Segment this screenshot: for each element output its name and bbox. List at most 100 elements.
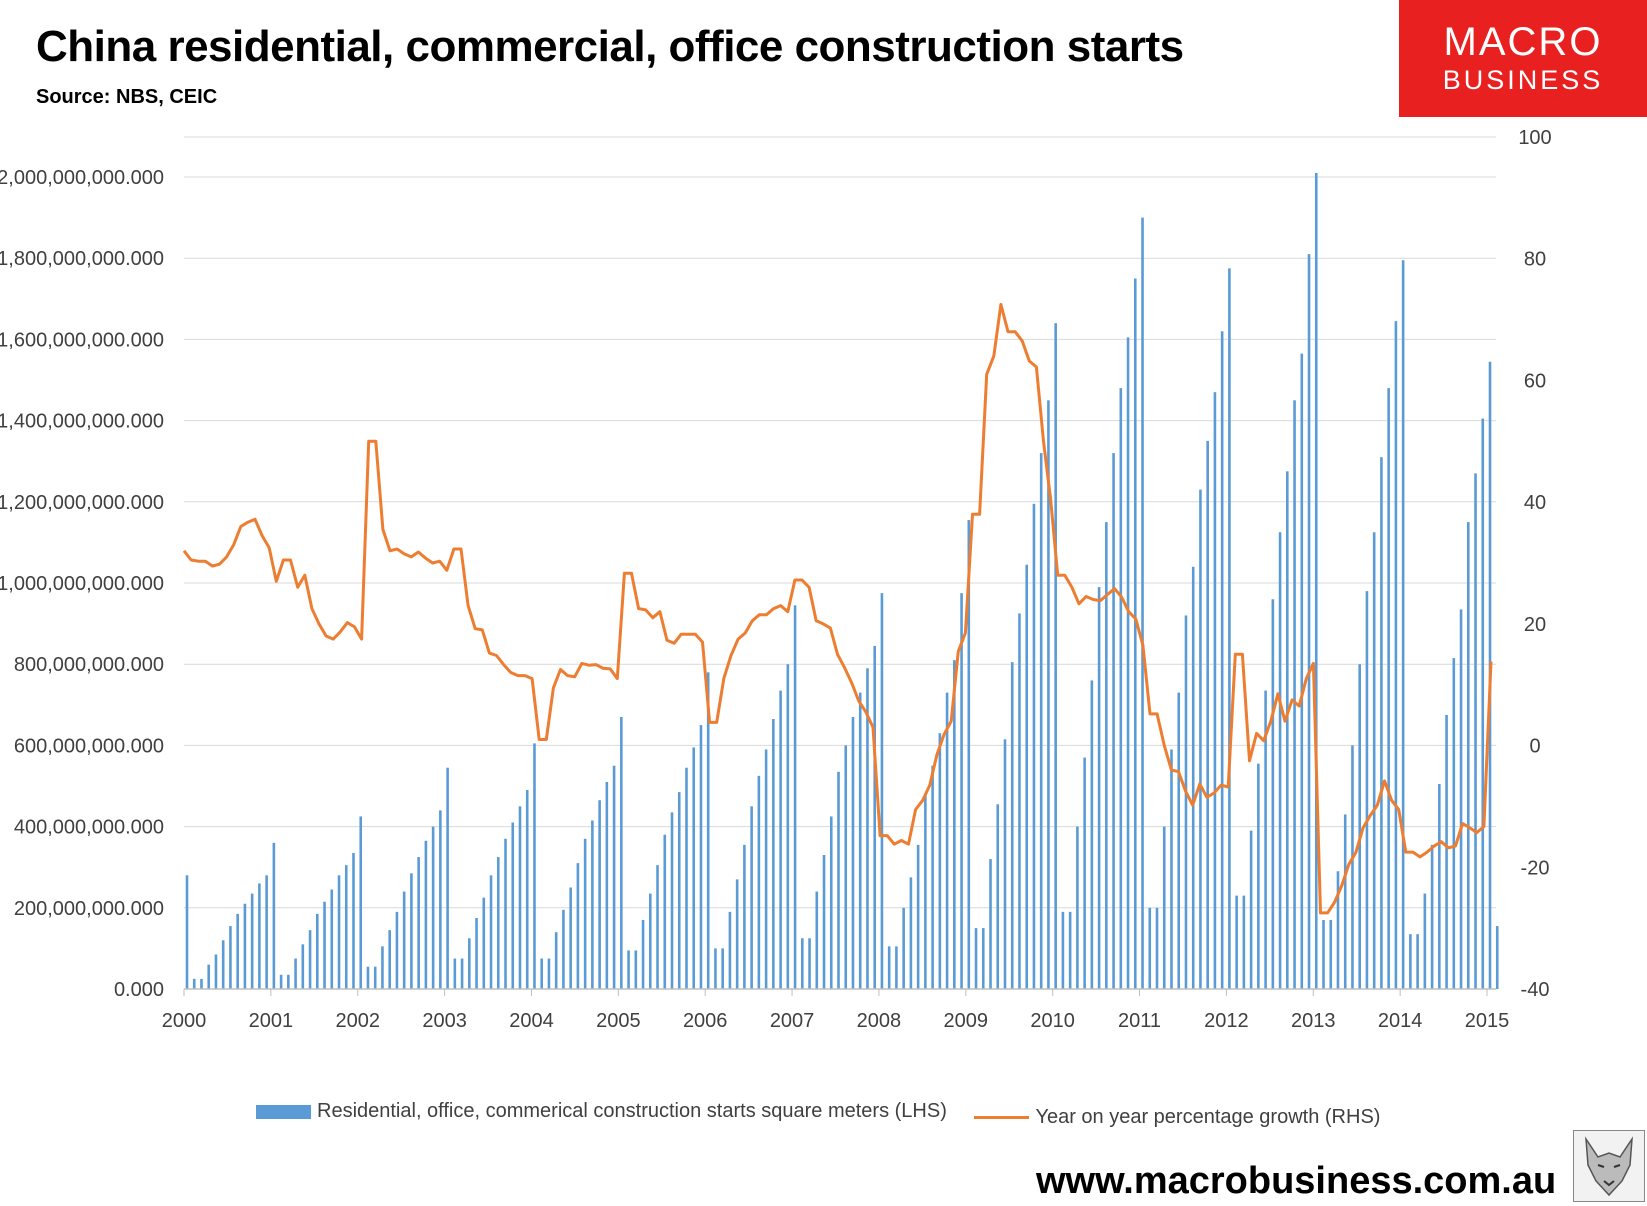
construction-bar [866,668,869,989]
chart-title: China residential, commercial, office co… [36,22,1184,71]
construction-bar [1286,471,1289,990]
line-series [182,302,1493,915]
construction-bar [880,593,884,989]
construction-bar [200,978,203,989]
legend-swatch-line [974,1115,1030,1119]
construction-bar [236,913,239,989]
construction-bar [1126,337,1130,989]
macrobusiness-logo: MACRO BUSINESS [1399,0,1647,117]
construction-bar [1257,763,1260,989]
construction-bar [902,907,905,989]
construction-bar [504,838,507,989]
construction-bar [1191,566,1195,989]
construction-bar [598,800,601,989]
construction-bar [243,903,247,989]
construction-bar [656,865,659,989]
construction-bar [373,966,377,989]
construction-bar [1228,268,1231,990]
construction-bar [981,928,985,989]
construction-bar [895,946,898,989]
chart-plot: 2000 2001 2002 2003 2004 2005 2006 2007 2008 2009… [0,127,1552,1032]
construction-bar [728,911,732,989]
construction-bar [192,978,196,989]
left-axis-tick-label: 200,000,000.000 [14,898,164,920]
construction-bar [308,930,312,989]
construction-bar [1416,934,1419,989]
gridlines [184,136,1496,909]
construction-bar [1351,745,1354,989]
construction-bar [706,672,710,989]
construction-bar [250,893,254,989]
construction-bar [475,917,478,989]
construction-bar [873,645,876,989]
construction-bar [648,893,652,989]
construction-bar [229,926,232,989]
construction-bar [1329,919,1333,989]
x-axis: 2000 2001 2002 2003 2004 2005 2006 2007 2008 2009… [162,988,1509,1032]
construction-bar [1119,388,1123,989]
construction-bar [1199,489,1202,989]
legend-item-bars: Residential, office, commerical construc… [256,1100,947,1123]
left-axis-tick-label: 800,000,000.000 [14,654,164,676]
x-axis-tick-label: 2012 [1204,1010,1249,1032]
construction-bar [996,804,1000,989]
left-axis-tick-label: 2,000,000,000.000 [0,167,164,189]
construction-bar [1278,532,1282,989]
construction-bar [1264,690,1267,989]
construction-bar [424,840,428,989]
construction-bar [388,930,391,989]
construction-bar [721,948,724,989]
construction-bar [207,964,211,989]
construction-bar [185,875,189,989]
construction-bar [395,911,399,989]
construction-bar [453,958,457,989]
construction-bar [772,719,775,989]
construction-bar [801,938,804,989]
construction-bar [1213,392,1217,989]
construction-bar [1177,692,1181,989]
x-axis-tick-label: 2014 [1378,1010,1423,1032]
construction-bar [1220,331,1224,989]
construction-bar [945,692,949,989]
construction-bar [931,765,934,989]
construction-bar [1495,926,1499,989]
x-axis-tick-label: 2002 [335,1010,380,1032]
construction-bar [344,865,348,989]
construction-bar [576,863,580,989]
right-axis-tick-label: 40 [1524,492,1546,514]
construction-bar [793,605,797,989]
right-axis-tick-label: -20 [1521,857,1550,879]
construction-bar [685,767,688,989]
construction-bar [1452,658,1456,989]
x-axis-tick-label: 2011 [1118,1010,1161,1032]
construction-bar [518,806,522,989]
construction-bar [214,954,218,989]
construction-bar [258,883,261,989]
construction-bar [1307,254,1311,989]
construction-bar [641,919,645,989]
chart-source: Source: NBS, CEIC [36,86,218,108]
construction-bar [583,838,587,989]
x-axis-tick-label: 2013 [1291,1010,1336,1032]
construction-bar [1481,418,1485,989]
x-axis-tick-label: 2006 [683,1010,728,1032]
construction-bar [837,771,840,989]
construction-bar [786,664,790,989]
construction-bar [410,873,413,989]
construction-bar [439,810,442,989]
construction-bar [1170,749,1173,989]
construction-bar [352,852,355,989]
construction-bar [612,765,616,989]
construction-bar [1401,260,1405,990]
construction-bar [525,790,529,989]
construction-bar [735,879,739,989]
construction-bar [294,958,297,989]
right-axis-tick-label: 20 [1524,614,1546,636]
construction-bar [1054,323,1057,989]
construction-bar [757,775,761,989]
construction-bar [960,593,963,989]
construction-bar [511,822,515,989]
x-axis-tick-label: 2007 [770,1010,815,1032]
construction-bar [938,733,942,989]
construction-bar [967,520,971,989]
